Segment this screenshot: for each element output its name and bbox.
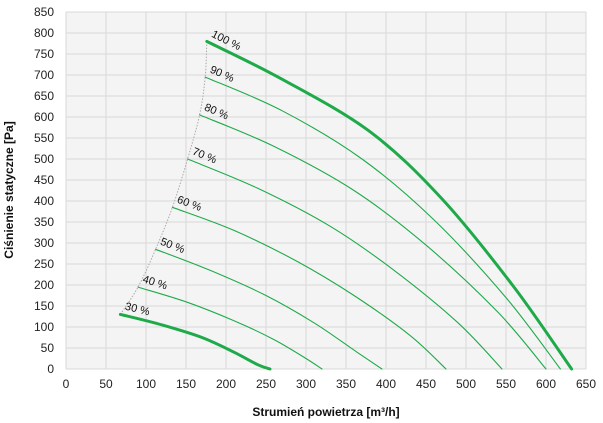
curve-100-percent bbox=[205, 39, 574, 371]
x-tick-label: 150 bbox=[176, 377, 196, 391]
y-tick-label: 100 bbox=[34, 320, 54, 334]
y-tick-label: 400 bbox=[34, 194, 54, 208]
x-tick-label: 50 bbox=[99, 377, 113, 391]
y-tick-label: 200 bbox=[34, 278, 54, 292]
y-tick-label: 550 bbox=[34, 131, 54, 145]
y-tick-label: 750 bbox=[34, 47, 54, 61]
x-tick-label: 550 bbox=[496, 377, 516, 391]
x-tick-label: 450 bbox=[416, 377, 436, 391]
x-axis-ticks: 0 50 100 150 200 250 300 350 400 450 500 550 600 650 bbox=[63, 377, 597, 391]
x-tick-label: 200 bbox=[216, 377, 236, 391]
x-tick-label: 350 bbox=[336, 377, 356, 391]
y-axis-ticks: 0 50 100 150 200 250 300 350 400 450 500 550 600 650 7… bbox=[34, 5, 54, 376]
y-tick-label: 650 bbox=[34, 89, 54, 103]
min-flow-boundary-line bbox=[119, 41, 208, 315]
curve-90-percent bbox=[204, 76, 561, 370]
curve-60-percent bbox=[171, 206, 447, 370]
y-axis-title: Ciśnienie statyczne [Pa] bbox=[2, 121, 16, 258]
x-tick-label: 650 bbox=[576, 377, 596, 391]
y-tick-label: 700 bbox=[34, 68, 54, 82]
curve-30-percent bbox=[118, 312, 272, 371]
curve-50-percent bbox=[155, 248, 383, 370]
y-tick-label: 600 bbox=[34, 110, 54, 124]
x-tick-label: 250 bbox=[256, 377, 276, 391]
y-tick-label: 150 bbox=[34, 299, 54, 313]
x-axis-title: Strumień powietrza [m³/h] bbox=[252, 405, 399, 419]
x-tick-label: 100 bbox=[136, 377, 156, 391]
x-tick-label: 0 bbox=[63, 377, 70, 391]
y-tick-label: 850 bbox=[34, 5, 54, 19]
y-tick-label: 500 bbox=[34, 152, 54, 166]
grid bbox=[65, 11, 587, 370]
curve-80-percent bbox=[199, 114, 547, 370]
y-tick-label: 300 bbox=[34, 236, 54, 250]
curve-40-percent bbox=[137, 286, 323, 370]
y-tick-label: 0 bbox=[47, 362, 54, 376]
y-tick-label: 50 bbox=[41, 341, 55, 355]
y-tick-label: 350 bbox=[34, 215, 54, 229]
plot-area bbox=[66, 12, 586, 369]
x-tick-label: 300 bbox=[296, 377, 316, 391]
curve-70-percent bbox=[187, 158, 503, 370]
x-tick-label: 500 bbox=[456, 377, 476, 391]
y-tick-label: 800 bbox=[34, 26, 54, 40]
y-tick-label: 450 bbox=[34, 173, 54, 187]
y-tick-label: 250 bbox=[34, 257, 54, 271]
curves bbox=[118, 39, 574, 371]
x-tick-label: 400 bbox=[376, 377, 396, 391]
x-tick-label: 600 bbox=[536, 377, 556, 391]
